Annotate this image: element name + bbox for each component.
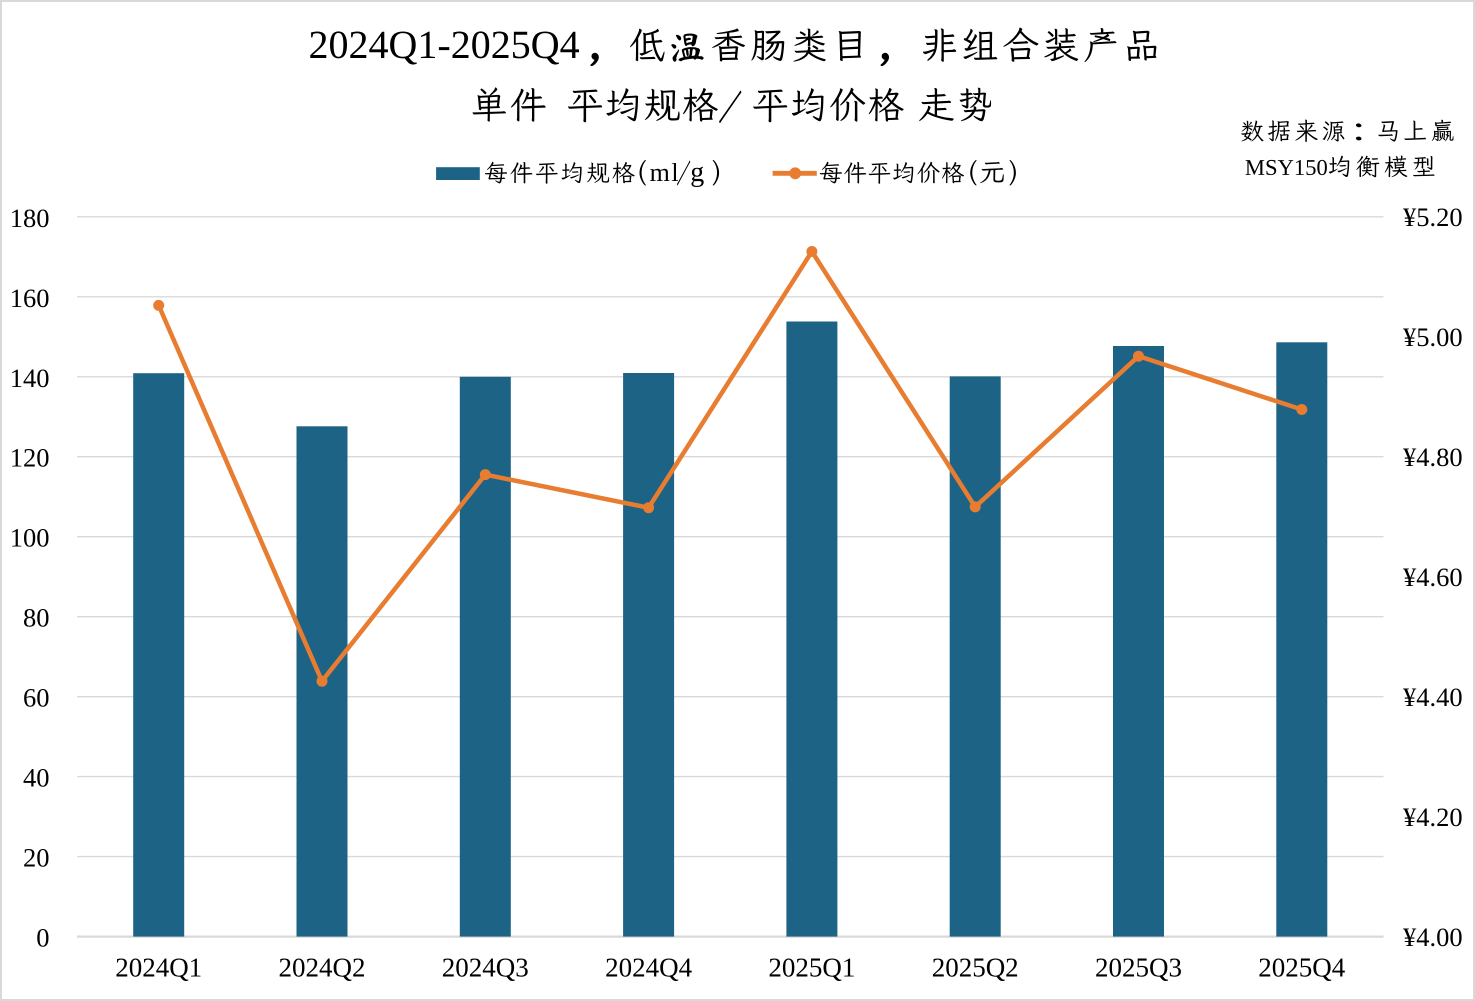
svg-text:2025Q1: 2025Q1: [768, 952, 855, 982]
svg-text:2025Q2: 2025Q2: [932, 952, 1019, 982]
svg-text:100: 100: [10, 523, 50, 553]
svg-text:¥4.00: ¥4.00: [1403, 922, 1463, 952]
svg-text:¥5.20: ¥5.20: [1403, 202, 1463, 232]
svg-text:2024Q2: 2024Q2: [279, 952, 366, 982]
svg-text:2024Q3: 2024Q3: [442, 952, 529, 982]
svg-text:120: 120: [10, 443, 50, 473]
svg-text:180: 180: [10, 203, 50, 233]
svg-text:0: 0: [36, 923, 49, 953]
svg-text:2025Q4: 2025Q4: [1258, 952, 1345, 982]
svg-text:20: 20: [23, 843, 50, 873]
svg-text:¥4.20: ¥4.20: [1403, 802, 1463, 832]
svg-text:80: 80: [23, 603, 50, 633]
svg-text:2024Q4: 2024Q4: [605, 952, 692, 982]
svg-text:¥5.00: ¥5.00: [1403, 322, 1463, 352]
svg-text:160: 160: [10, 283, 50, 313]
svg-text:¥4.80: ¥4.80: [1403, 442, 1463, 472]
svg-text:140: 140: [10, 363, 50, 393]
svg-text:¥4.60: ¥4.60: [1403, 562, 1463, 592]
svg-text:2024Q1: 2024Q1: [115, 952, 202, 982]
svg-text:2025Q3: 2025Q3: [1095, 952, 1182, 982]
svg-text:60: 60: [23, 683, 50, 713]
svg-text:¥4.40: ¥4.40: [1403, 682, 1463, 712]
svg-text:40: 40: [23, 763, 50, 793]
